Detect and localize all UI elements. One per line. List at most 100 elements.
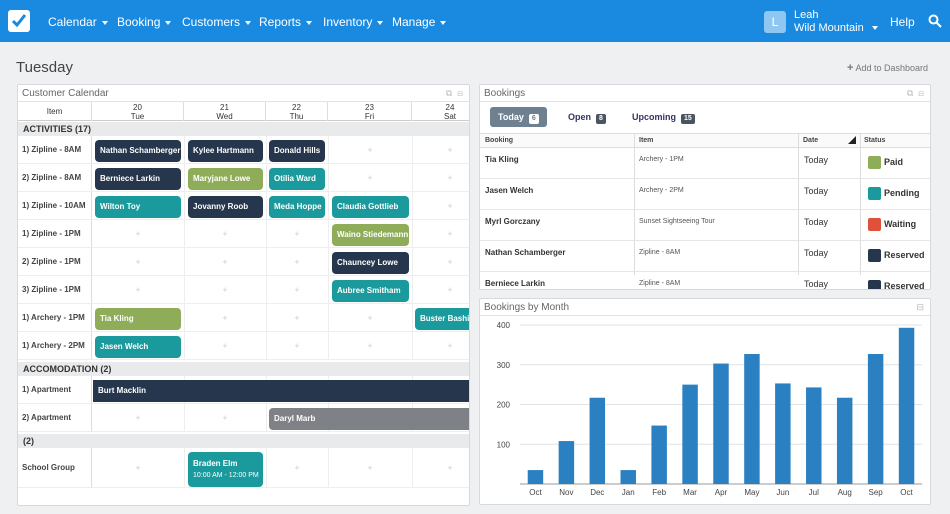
minimize-icon[interactable]: ⊟: [916, 302, 924, 312]
nav-customers[interactable]: Customers: [182, 15, 252, 29]
table-row[interactable]: Tia Kling Archery - 1PM Today Paid: [480, 148, 930, 179]
add-slot-plus-icon[interactable]: +: [367, 462, 373, 473]
event-block[interactable]: Jovanny Roob: [188, 196, 263, 218]
column-header-item[interactable]: Item: [639, 137, 654, 144]
event-block[interactable]: Daryl Marb: [269, 408, 469, 430]
table-row[interactable]: Jasen Welch Archery - 2PM Today Pending: [480, 179, 930, 210]
nav-inventory[interactable]: Inventory: [323, 15, 384, 29]
add-slot-plus-icon[interactable]: +: [367, 172, 373, 183]
item-column-header: Item: [18, 102, 92, 121]
day-header[interactable]: 24 Sat: [443, 103, 456, 121]
help-link[interactable]: Help: [890, 15, 915, 29]
add-slot-plus-icon[interactable]: +: [222, 284, 228, 295]
external-link-icon[interactable]: ⧉: [906, 88, 914, 98]
add-slot-plus-icon[interactable]: +: [447, 340, 453, 351]
calendar-header-row: Item 20 Tue 21 Wed 22 Thu 23 Fri 24 Sat: [18, 102, 469, 121]
add-slot-plus-icon[interactable]: +: [294, 256, 300, 267]
add-slot-plus-icon[interactable]: +: [447, 284, 453, 295]
event-block[interactable]: Maryjane Lowe: [188, 168, 263, 190]
event-block[interactable]: Nathan Schamberger: [95, 140, 181, 162]
add-slot-plus-icon[interactable]: +: [447, 228, 453, 239]
add-slot-plus-icon[interactable]: +: [294, 228, 300, 239]
column-header-status[interactable]: Status: [864, 137, 886, 144]
event-block[interactable]: Tia Kling: [95, 308, 181, 330]
calendar-row: School Group+++++: [18, 448, 469, 488]
column-header-booking[interactable]: Booking: [485, 137, 513, 144]
nav-inventory-label: Inventory: [323, 15, 373, 29]
sort-desc-icon[interactable]: [848, 136, 856, 146]
add-slot-plus-icon[interactable]: +: [447, 462, 453, 473]
event-block[interactable]: Berniece Larkin: [95, 168, 181, 190]
event-block[interactable]: Braden Elm 10:00 AM - 12:00 PM: [188, 452, 263, 487]
add-slot-plus-icon[interactable]: +: [294, 312, 300, 323]
bookings-by-month-panel: Bookings by Month ⊟ 100 200 300 400 Oct Nov De…: [479, 298, 931, 505]
chevron-down-icon: [440, 20, 447, 25]
add-slot-plus-icon[interactable]: +: [367, 312, 373, 323]
nav-manage-label: Manage: [392, 15, 436, 29]
app-logo-checkbox-icon[interactable]: [8, 10, 30, 32]
column-header-date[interactable]: Date: [803, 137, 819, 144]
event-block[interactable]: Buster Bashirian: [415, 308, 469, 330]
nav-calendar[interactable]: Calendar: [48, 15, 108, 29]
nav-booking[interactable]: Booking: [117, 15, 172, 29]
event-block[interactable]: Wilton Toy: [95, 196, 181, 218]
avatar[interactable]: L: [764, 11, 786, 33]
minimize-icon[interactable]: ⊟: [457, 88, 463, 98]
event-block[interactable]: Kylee Hartmann: [188, 140, 263, 162]
add-slot-plus-icon[interactable]: +: [135, 228, 141, 239]
status-badge: Reserved: [884, 281, 925, 290]
bar: [713, 363, 729, 484]
event-block[interactable]: Burt Macklin: [93, 380, 469, 402]
table-row[interactable]: Myrl Gorczany Sunset Sightseeing Tour Toda…: [480, 210, 930, 241]
add-slot-plus-icon[interactable]: +: [447, 200, 453, 211]
row-label: 1) Archery - 1PM: [18, 304, 92, 331]
event-block[interactable]: Aubree Smitham: [332, 280, 409, 302]
add-slot-plus-icon[interactable]: +: [135, 284, 141, 295]
booking-name: Berniece Larkin: [485, 279, 546, 288]
add-slot-plus-icon[interactable]: +: [222, 412, 228, 423]
day-header[interactable]: 23 Fri: [328, 102, 412, 121]
add-to-dashboard-link[interactable]: + Add to Dashboard: [847, 62, 928, 74]
event-block[interactable]: Otilia Ward: [269, 168, 325, 190]
add-slot-plus-icon[interactable]: +: [222, 312, 228, 323]
search-icon[interactable]: [928, 14, 942, 31]
add-slot-plus-icon[interactable]: +: [135, 462, 141, 473]
x-tick-label: Feb: [652, 488, 666, 497]
event-block[interactable]: Waino Stiedemann: [332, 224, 409, 246]
add-slot-plus-icon[interactable]: +: [222, 228, 228, 239]
chevron-down-icon: [101, 20, 108, 25]
add-slot-plus-icon[interactable]: +: [447, 144, 453, 155]
tab-upcoming[interactable]: Upcoming 15: [624, 107, 703, 127]
add-slot-plus-icon[interactable]: +: [222, 256, 228, 267]
add-slot-plus-icon[interactable]: +: [294, 284, 300, 295]
day-header[interactable]: 20 Tue: [92, 102, 184, 121]
add-slot-plus-icon[interactable]: +: [447, 172, 453, 183]
nav-manage[interactable]: Manage: [392, 15, 447, 29]
event-block[interactable]: Meda Hoppe: [269, 196, 325, 218]
add-slot-plus-icon[interactable]: +: [222, 340, 228, 351]
minimize-icon[interactable]: ⊟: [918, 88, 924, 98]
bookings-panel: Bookings ⧉ ⊟ Today 6 Open 8 Upcoming 15 Boo…: [479, 84, 931, 290]
table-row[interactable]: Berniece Larkin Zipline - 8AM Today Reserve…: [480, 272, 930, 290]
add-slot-plus-icon[interactable]: +: [294, 340, 300, 351]
add-slot-plus-icon[interactable]: +: [367, 340, 373, 351]
event-block[interactable]: Claudia Gottlieb: [332, 196, 409, 218]
event-block[interactable]: Chauncey Lowe: [332, 252, 409, 274]
x-tick-label: Dec: [590, 488, 604, 497]
calendar-row: 1) Archery - 1PM+++++: [18, 304, 469, 332]
user-menu[interactable]: Leah Wild Mountain: [794, 9, 878, 35]
nav-reports[interactable]: Reports: [259, 15, 313, 29]
day-header[interactable]: 21 Wed: [184, 102, 266, 121]
day-header[interactable]: 22 Thu: [266, 102, 328, 121]
add-slot-plus-icon[interactable]: +: [367, 144, 373, 155]
add-slot-plus-icon[interactable]: +: [135, 412, 141, 423]
add-slot-plus-icon[interactable]: +: [135, 256, 141, 267]
tab-open[interactable]: Open 8: [560, 107, 614, 127]
external-link-icon[interactable]: ⧉: [445, 88, 453, 98]
table-row[interactable]: Nathan Schamberger Zipline - 8AM Today Rese…: [480, 241, 930, 272]
tab-today[interactable]: Today 6: [490, 107, 547, 127]
add-slot-plus-icon[interactable]: +: [447, 256, 453, 267]
event-block[interactable]: Jasen Welch: [95, 336, 181, 358]
add-slot-plus-icon[interactable]: +: [294, 462, 300, 473]
event-block[interactable]: Donald Hills: [269, 140, 325, 162]
